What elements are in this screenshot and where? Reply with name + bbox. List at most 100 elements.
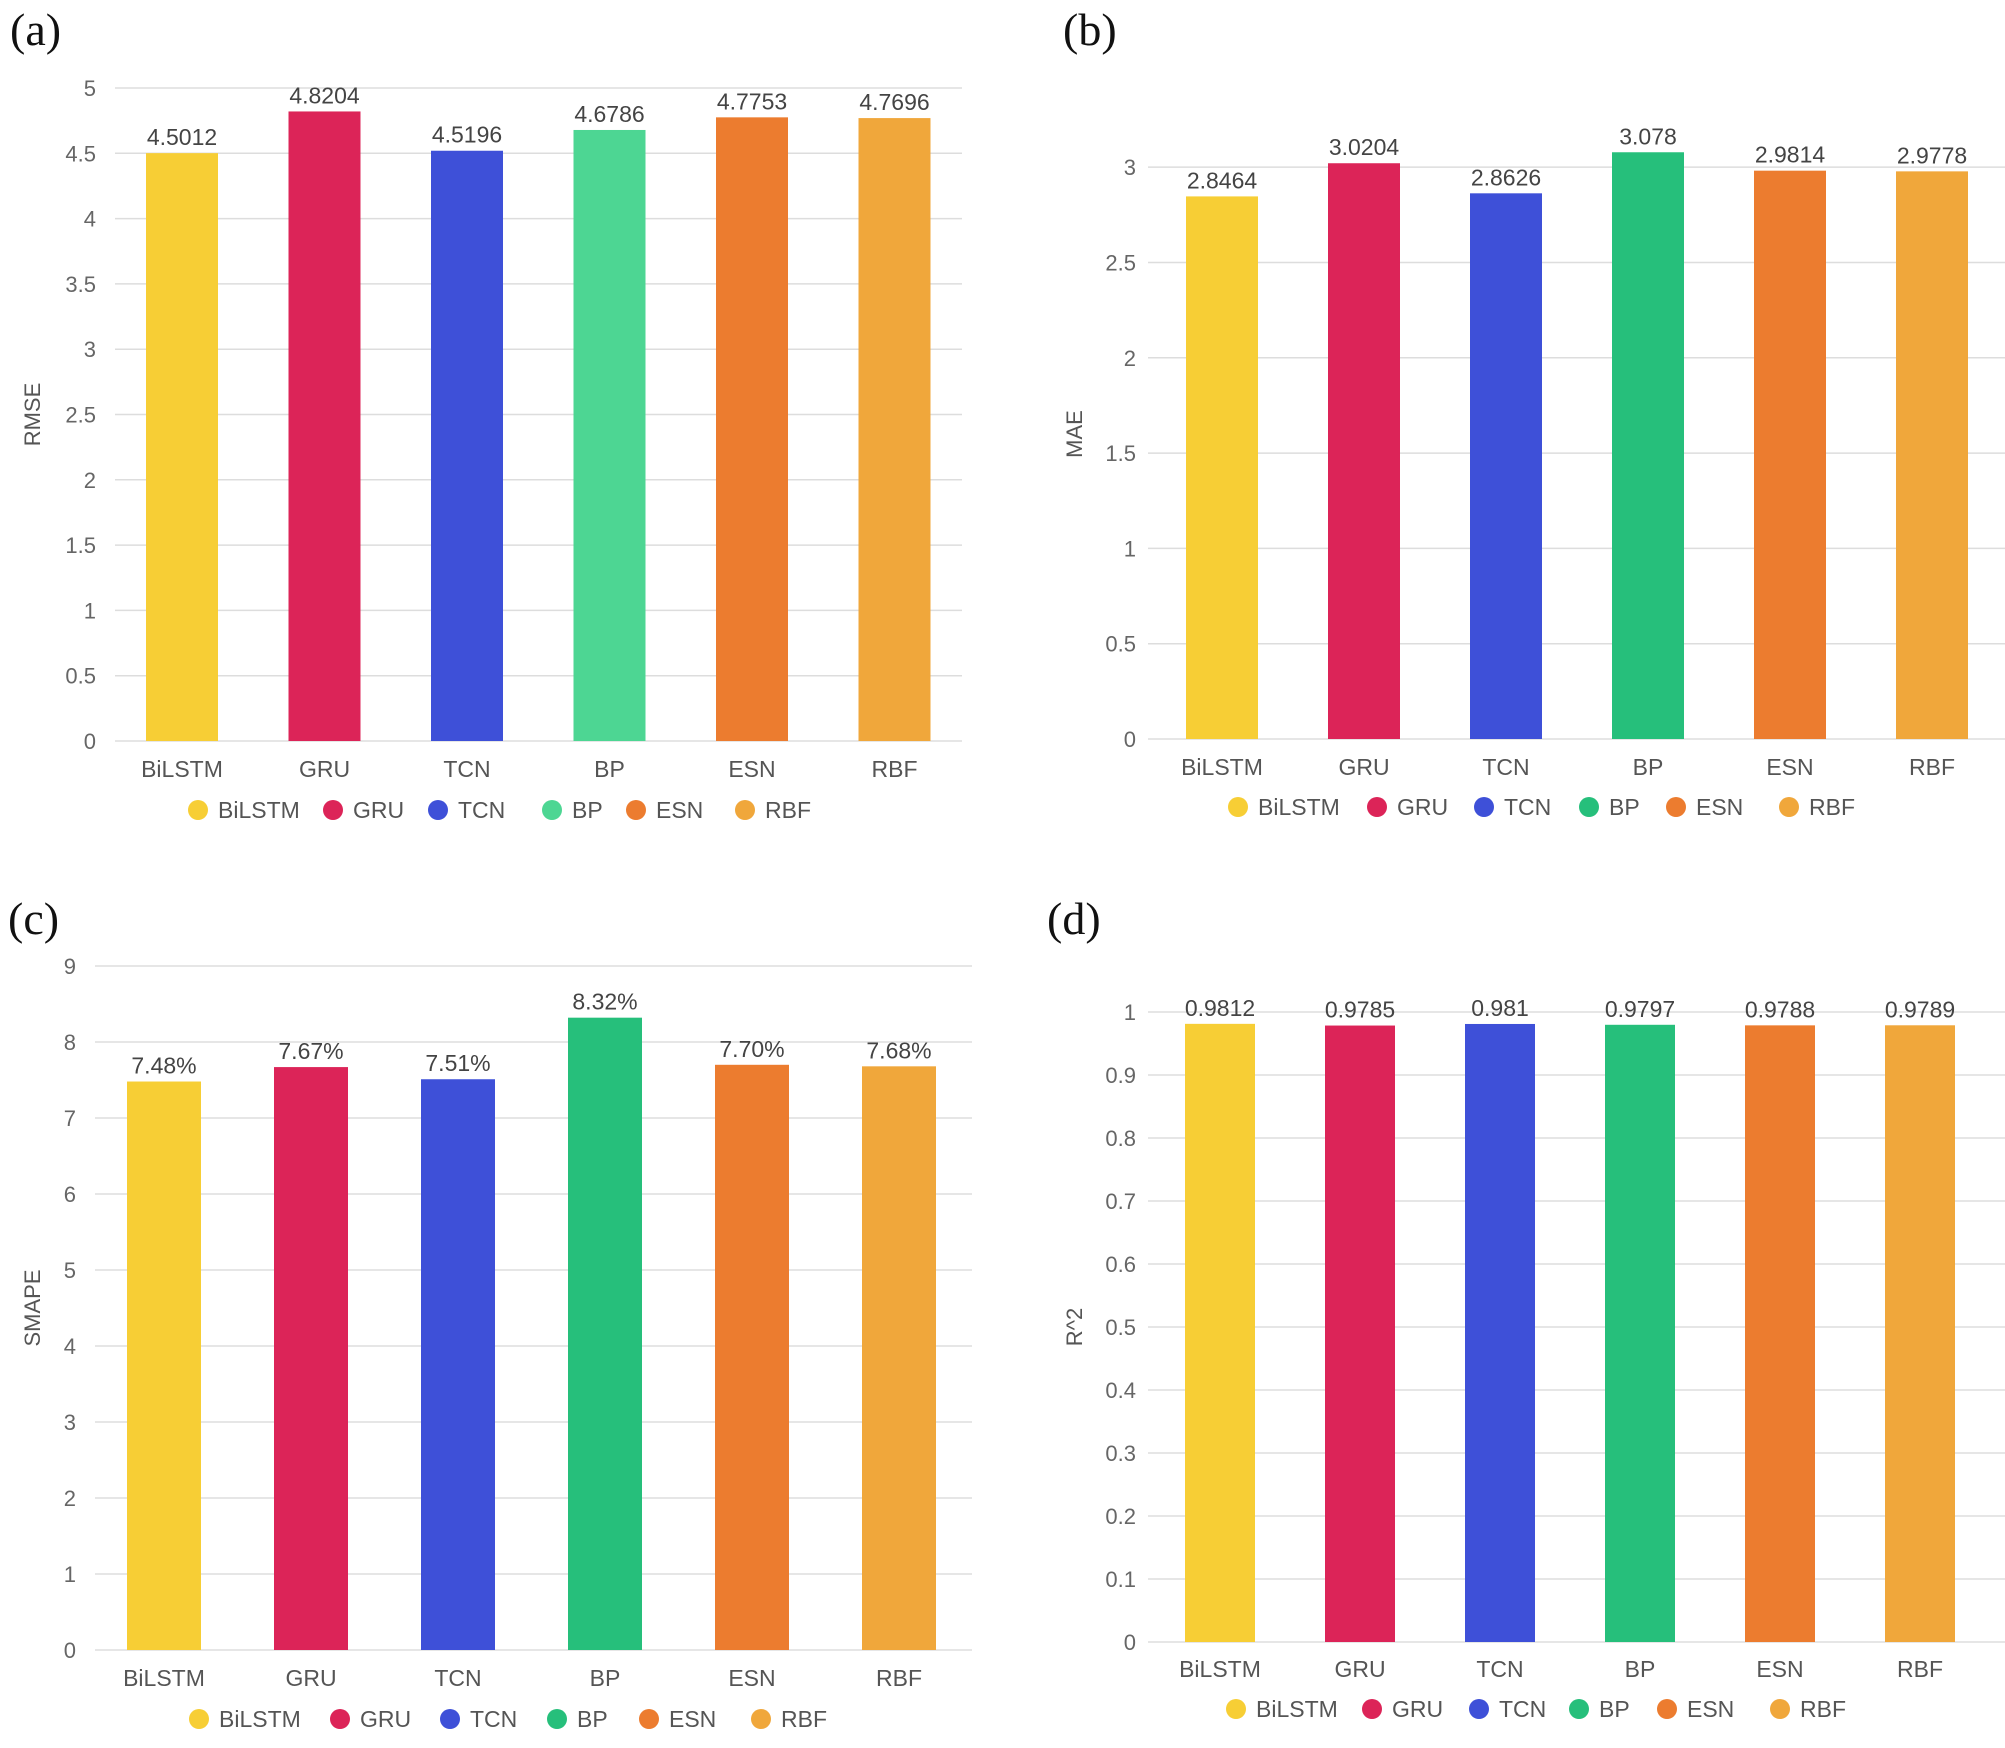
data-label: 0.9785 [1325,997,1395,1023]
data-label: 7.51% [425,1050,490,1076]
data-label: 0.9812 [1185,995,1255,1021]
data-label: 0.9788 [1745,996,1815,1022]
bar-rbf [862,1066,936,1650]
y-tick-label: 1.5 [65,533,96,558]
y-tick-label: 0.2 [1105,1504,1136,1529]
x-category-label: BiLSTM [1179,1656,1261,1682]
legend-swatch [323,800,343,820]
legend-item-tcn: TCN [440,1706,517,1732]
y-tick-label: 0.5 [1105,632,1136,657]
x-category-label: RBF [876,1665,922,1691]
legend-label: TCN [458,797,505,823]
y-tick-label: 0.4 [1105,1378,1136,1403]
y-tick-label: 0 [84,729,96,754]
x-category-label: TCN [443,756,490,782]
legend-swatch [1474,797,1494,817]
y-tick-label: 3 [84,337,96,362]
panel-letter: (d) [1047,893,1101,944]
legend-label: GRU [1397,794,1448,820]
data-label: 4.5196 [432,122,502,148]
y-tick-label: 4 [64,1334,76,1359]
chart-panel-3: (d) 0 0.1 0.2 0.3 0.4 0.5 0.6 0.7 0.8 0.9 1 R^2 0.981… [1047,893,2005,1722]
legend-swatch [735,800,755,820]
legend-item-rbf: RBF [735,797,811,823]
bar-gru [1325,1025,1395,1642]
x-category-label: BiLSTM [123,1665,205,1691]
bar-tcn [421,1079,495,1650]
y-axis-label: R^2 [1062,1308,1087,1346]
legend-item-esn: ESN [639,1706,716,1732]
legend-label: TCN [470,1706,517,1732]
bar-bilstm [127,1081,201,1650]
bar-esn [716,117,788,741]
legend-swatch [639,1709,659,1729]
legend-item-bilstm: BiLSTM [1226,1696,1338,1722]
x-category-label: GRU [1334,1656,1385,1682]
data-label: 0.981 [1471,995,1529,1021]
chart-panel-2: (c) 0 1 2 3 4 5 6 7 8 9 SMAPE 7.48% BiLSTM 7.67% GRU 7.5… [8,893,972,1732]
legend-label: ESN [669,1706,716,1732]
y-tick-label: 1 [64,1562,76,1587]
legend-item-rbf: RBF [1779,794,1855,820]
x-category-label: RBF [1897,1656,1943,1682]
legend-item-bp: BP [1569,1696,1630,1722]
data-label: 7.70% [719,1036,784,1062]
legend-item-gru: GRU [1367,794,1448,820]
legend-swatch [1362,1699,1382,1719]
legend-swatch [542,800,562,820]
data-label: 2.8626 [1471,164,1541,190]
y-tick-label: 2.5 [65,403,96,428]
legend-item-esn: ESN [1657,1696,1734,1722]
y-tick-label: 8 [64,1030,76,1055]
legend-item-gru: GRU [1362,1696,1443,1722]
bar-bp [1605,1024,1675,1642]
bar-esn [1745,1025,1815,1642]
bar-tcn [1465,1023,1535,1642]
data-label: 0.9797 [1605,996,1675,1022]
y-tick-label: 0.1 [1105,1567,1136,1592]
legend-label: TCN [1504,794,1551,820]
x-category-label: TCN [1476,1656,1523,1682]
y-tick-label: 1 [84,598,96,623]
y-axis-label: SMAPE [20,1269,45,1346]
data-label: 0.9789 [1885,996,1955,1022]
y-tick-label: 4 [84,207,96,232]
legend-label: ESN [1687,1696,1734,1722]
legend-label: GRU [360,1706,411,1732]
x-category-label: BiLSTM [141,756,223,782]
chart-panel-1: (b) 0 0.5 1 1.5 2 2.5 3 MAE 2.8464 BiLSTM 3.0204 GRU… [1062,4,2005,820]
y-tick-label: 3 [64,1410,76,1435]
legend-label: RBF [1809,794,1855,820]
legend-swatch [1569,1699,1589,1719]
y-axis-label: RMSE [20,383,45,447]
legend-label: GRU [1392,1696,1443,1722]
legend-label: BP [572,797,603,823]
y-tick-label: 0.5 [1105,1315,1136,1340]
legend-item-tcn: TCN [1469,1696,1546,1722]
y-tick-label: 2 [1124,346,1136,371]
legend-item-gru: GRU [330,1706,411,1732]
x-category-label: TCN [434,1665,481,1691]
y-tick-label: 0.5 [65,664,96,689]
legend-swatch [626,800,646,820]
x-category-label: BiLSTM [1181,754,1263,780]
chart-panel-0: (a) 0 0.5 1 1.5 2 2.5 3 3.5 4 4.5 5 RMSE 4.5012 BiLSTM… [10,4,962,823]
x-category-label: GRU [285,1665,336,1691]
x-category-label: BP [1625,1656,1656,1682]
data-label: 8.32% [572,989,637,1015]
bar-gru [274,1067,348,1650]
y-tick-label: 0.9 [1105,1063,1136,1088]
legend-label: ESN [1696,794,1743,820]
legend-label: BiLSTM [219,1706,301,1732]
panel-letter: (c) [8,893,59,944]
y-axis-label: MAE [1062,410,1087,458]
legend-label: ESN [656,797,703,823]
bar-bp [1612,152,1684,740]
legend-swatch [751,1709,771,1729]
data-label: 4.7696 [859,89,929,115]
x-category-label: RBF [872,756,918,782]
legend-swatch [440,1709,460,1729]
bar-bp [573,129,646,741]
data-label: 4.5012 [147,124,217,150]
legend-label: BP [1599,1696,1630,1722]
